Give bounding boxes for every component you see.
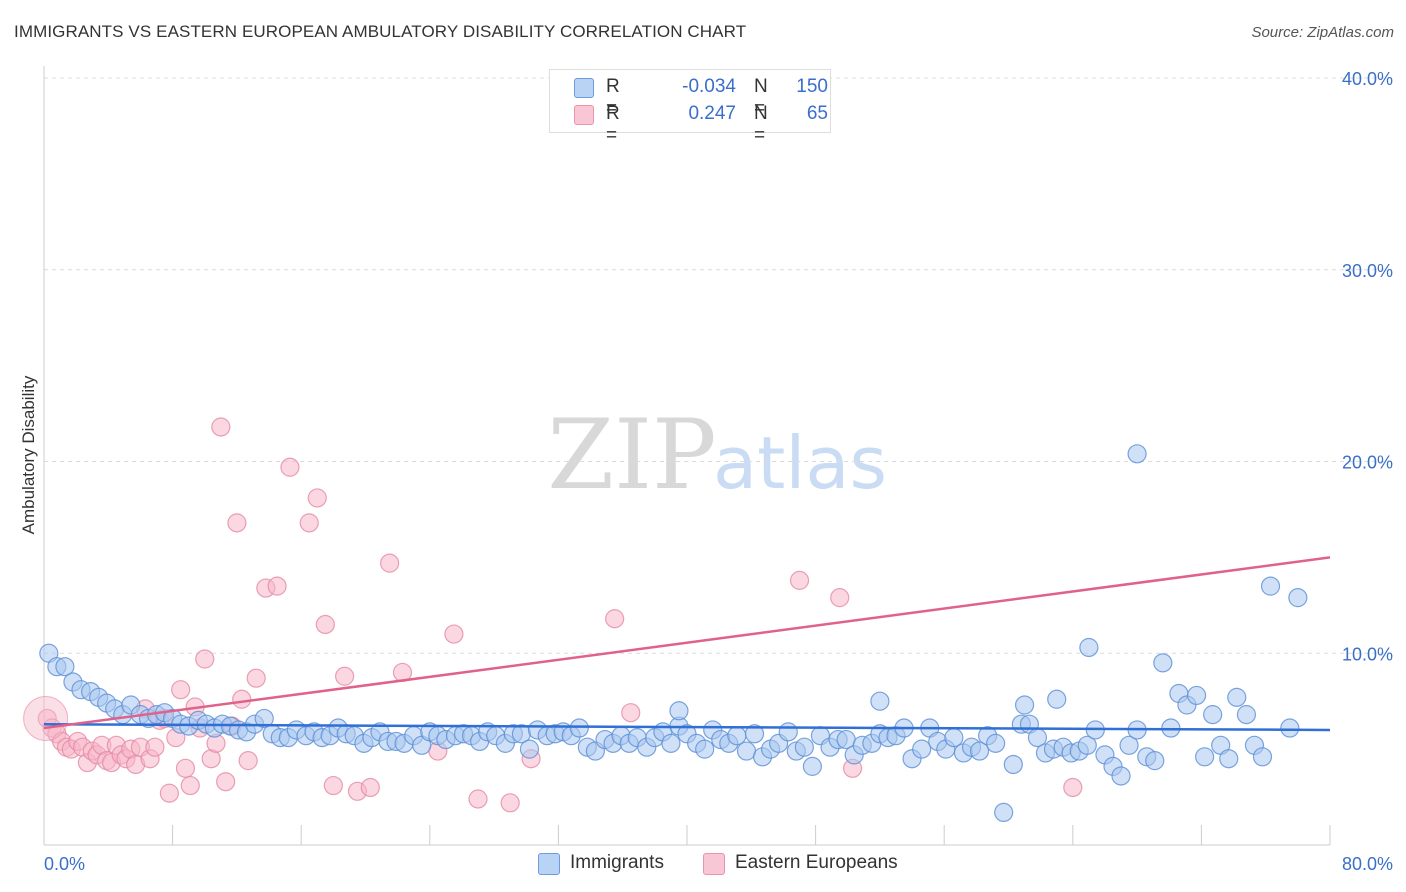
immigrant-point [912, 739, 932, 759]
immigrant-point [1153, 653, 1173, 673]
source-label: Source: ZipAtlas.com [1251, 24, 1394, 41]
immigrant-point [744, 724, 765, 744]
eastern-point [216, 772, 236, 792]
immigrant-point [944, 728, 964, 748]
immigrant-point [1260, 576, 1281, 596]
immigrant-point [802, 756, 822, 776]
legend-n-label: N = [754, 103, 768, 146]
immigrant-point [569, 718, 589, 738]
y-tick-label: 10.0% [1342, 644, 1393, 664]
immigrant-point [1203, 705, 1223, 725]
eastern-point [232, 689, 252, 709]
eastern-point [1063, 777, 1083, 798]
legend-swatch-blue [574, 78, 594, 98]
immigrant-point [1186, 685, 1207, 706]
legend-r-value: 0.247 [688, 103, 736, 124]
immigrant-point [1195, 747, 1215, 767]
correlation-legend: R = -0.034 N = 150 R = 0.247 N = 65 [549, 69, 831, 146]
immigrant-point [986, 733, 1006, 753]
immigrant-point [1111, 766, 1131, 786]
eastern-swatch [703, 853, 725, 875]
eastern-point [280, 457, 300, 477]
eastern-point [299, 513, 319, 533]
eastern-label: Eastern Europeans [735, 852, 898, 873]
immigrant-point [778, 722, 798, 742]
eastern-point [246, 668, 266, 688]
legend-r-value: -0.034 [682, 76, 736, 97]
immigrant-point [1127, 444, 1147, 464]
eastern-point [323, 775, 343, 796]
watermark-atlas: atlas [713, 421, 887, 505]
legend-n-label: N = [754, 76, 768, 119]
eastern-point [315, 614, 335, 635]
eastern-point [159, 783, 179, 803]
immigrant-point [1280, 718, 1300, 738]
immigrant-point [1219, 749, 1239, 769]
legend-r-label: R = [606, 103, 620, 146]
immigrant-point [736, 741, 757, 761]
eastern-point [830, 588, 850, 608]
immigrant-point [794, 737, 814, 757]
eastern-point [360, 777, 380, 798]
immigrant-point [1288, 588, 1308, 608]
legend-r-label: R = [606, 76, 620, 119]
eastern-point [789, 570, 810, 590]
immigrant-point [727, 726, 747, 746]
eastern-point [23, 695, 69, 741]
chart-title: IMMIGRANTS VS EASTERN EUROPEAN AMBULATOR… [14, 22, 747, 41]
eastern-point [175, 758, 196, 778]
legend-swatch-pink [574, 105, 594, 125]
eastern-point [468, 789, 488, 809]
eastern-point [444, 624, 464, 644]
eastern-point [267, 576, 287, 596]
immigrant-point [969, 741, 990, 761]
immigrant-point [1014, 695, 1035, 715]
eastern-point [307, 488, 327, 508]
immigrant-point [55, 657, 75, 677]
eastern-point [500, 793, 520, 813]
eastern-point [180, 775, 200, 796]
immigrants-trend-line [43, 722, 1331, 732]
y-tick-label: 40.0% [1342, 69, 1393, 89]
immigrant-point [661, 733, 681, 753]
immigrant-point [870, 691, 890, 711]
eastern-point [211, 417, 231, 437]
y-tick-label: 20.0% [1342, 453, 1393, 473]
eastern-point [335, 666, 355, 686]
x-tick-label: 0.0% [44, 854, 85, 874]
eastern-point [621, 703, 641, 723]
eastern-point [380, 553, 400, 573]
immigrant-point [1079, 637, 1099, 658]
y-tick-label: 30.0% [1342, 261, 1393, 281]
immigrants-swatch [538, 853, 560, 875]
immigrant-point [1227, 687, 1247, 707]
immigrant-point [695, 739, 715, 759]
eastern-point [145, 737, 165, 757]
eastern-point [605, 609, 625, 629]
immigrant-point [1145, 751, 1165, 771]
immigrant-point [1047, 689, 1067, 709]
eastern-point [227, 513, 247, 533]
y-axis-label: Ambulatory Disability [19, 375, 38, 534]
immigrant-point [519, 739, 540, 759]
immigrant-point [254, 708, 274, 729]
immigrant-point [1077, 735, 1097, 755]
legend-n-value: 150 [796, 76, 828, 97]
immigrant-point [1236, 705, 1257, 725]
eastern-point [238, 751, 258, 771]
immigrant-point [1003, 754, 1023, 775]
watermark-zip: ZIP [547, 399, 716, 511]
x-tick-label: 80.0% [1342, 854, 1393, 874]
legend-n-value: 65 [806, 103, 828, 124]
immigrant-point [994, 802, 1014, 823]
immigrants-label: Immigrants [570, 852, 664, 873]
immigrant-point [669, 701, 689, 721]
immigrant-point [1252, 747, 1273, 767]
eastern-trend-line [43, 556, 1331, 730]
eastern-point [195, 649, 215, 669]
eastern-point [171, 680, 191, 700]
immigrant-point [1119, 735, 1139, 755]
